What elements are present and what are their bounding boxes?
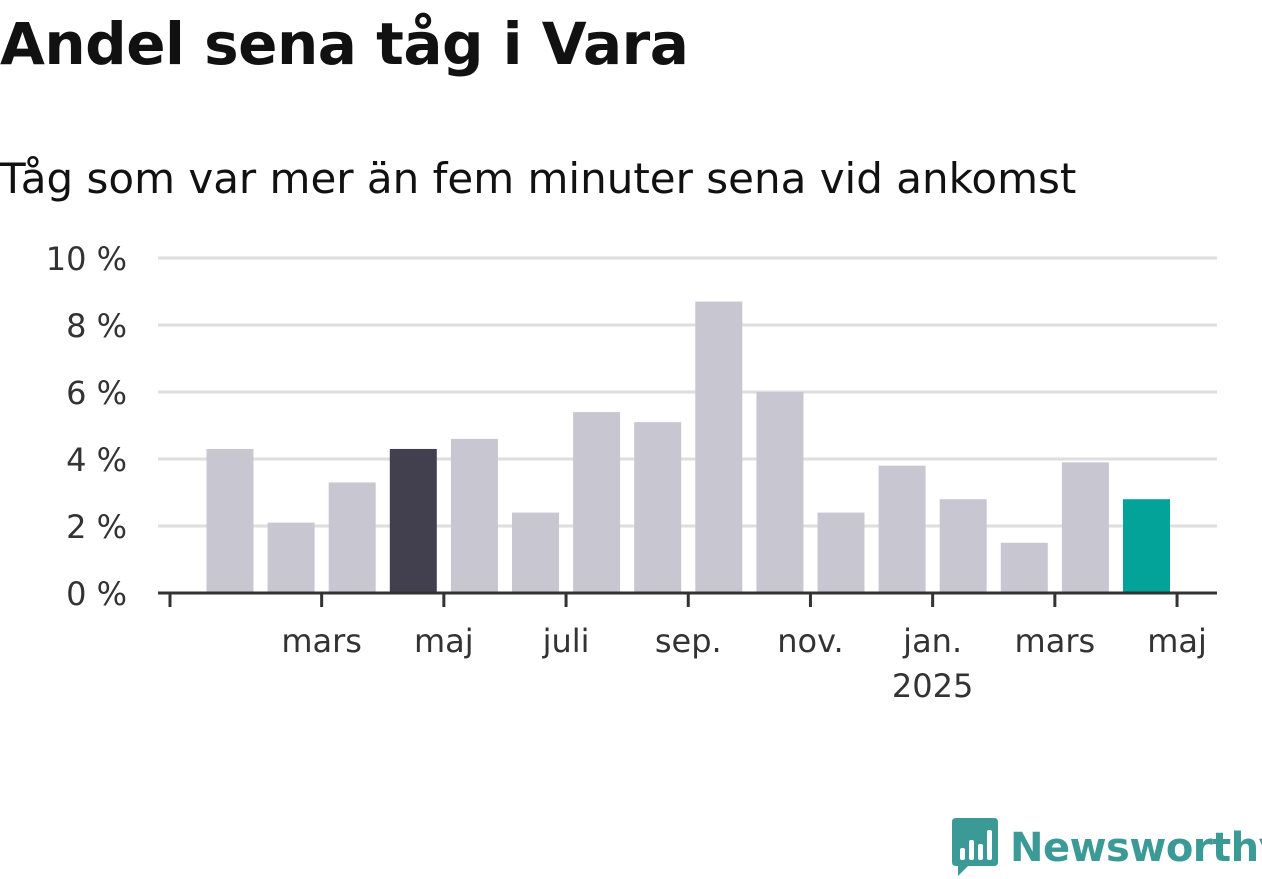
x-tick-label: maj bbox=[414, 622, 474, 660]
logo-text: Newsworthy bbox=[1010, 825, 1262, 871]
newsworthy-logo-icon bbox=[952, 818, 998, 876]
x-tick-label: mars bbox=[281, 622, 362, 660]
newsworthy-logo: Newsworthy bbox=[950, 818, 1262, 878]
bar bbox=[389, 448, 437, 593]
bar bbox=[634, 422, 682, 593]
bar bbox=[1123, 499, 1170, 593]
gridlines bbox=[158, 256, 1217, 528]
y-tick-label: 8 % bbox=[66, 307, 127, 345]
bar bbox=[939, 499, 987, 593]
bars bbox=[206, 301, 1170, 593]
bar bbox=[756, 392, 804, 593]
x-tick-label: mars bbox=[1015, 622, 1096, 660]
bar bbox=[328, 482, 376, 593]
x-tick-label: nov. bbox=[777, 622, 843, 660]
x-axis: mars maj juli sep. nov. jan. 2025 mars maj bbox=[158, 591, 1217, 705]
x-tick-label: juli bbox=[542, 622, 590, 660]
bar bbox=[267, 522, 315, 593]
bar bbox=[1000, 542, 1048, 593]
bar bbox=[1061, 462, 1109, 593]
y-tick-label: 2 % bbox=[66, 508, 127, 546]
y-tick-label: 0 % bbox=[66, 575, 127, 613]
x-tick-sublabel: 2025 bbox=[892, 667, 973, 705]
chart-title: Andel sena tåg i Vara bbox=[0, 10, 689, 78]
y-tick-label: 6 % bbox=[66, 374, 127, 412]
bar bbox=[695, 301, 743, 593]
x-tick-label: sep. bbox=[655, 622, 722, 660]
chart-subtitle: Tåg som var mer än fem minuter sena vid … bbox=[0, 154, 1077, 203]
y-axis-ticks: 0 % 2 % 4 % 6 % 8 % 10 % bbox=[46, 240, 127, 613]
bar bbox=[573, 412, 621, 593]
y-tick-label: 10 % bbox=[46, 240, 127, 278]
x-tick-label: jan. bbox=[902, 622, 962, 660]
bar bbox=[817, 512, 865, 593]
bar bbox=[878, 465, 926, 593]
bar bbox=[206, 448, 254, 593]
bar bbox=[450, 438, 498, 593]
y-tick-label: 4 % bbox=[66, 441, 127, 479]
x-tick-label: maj bbox=[1147, 622, 1207, 660]
bar bbox=[512, 512, 559, 593]
